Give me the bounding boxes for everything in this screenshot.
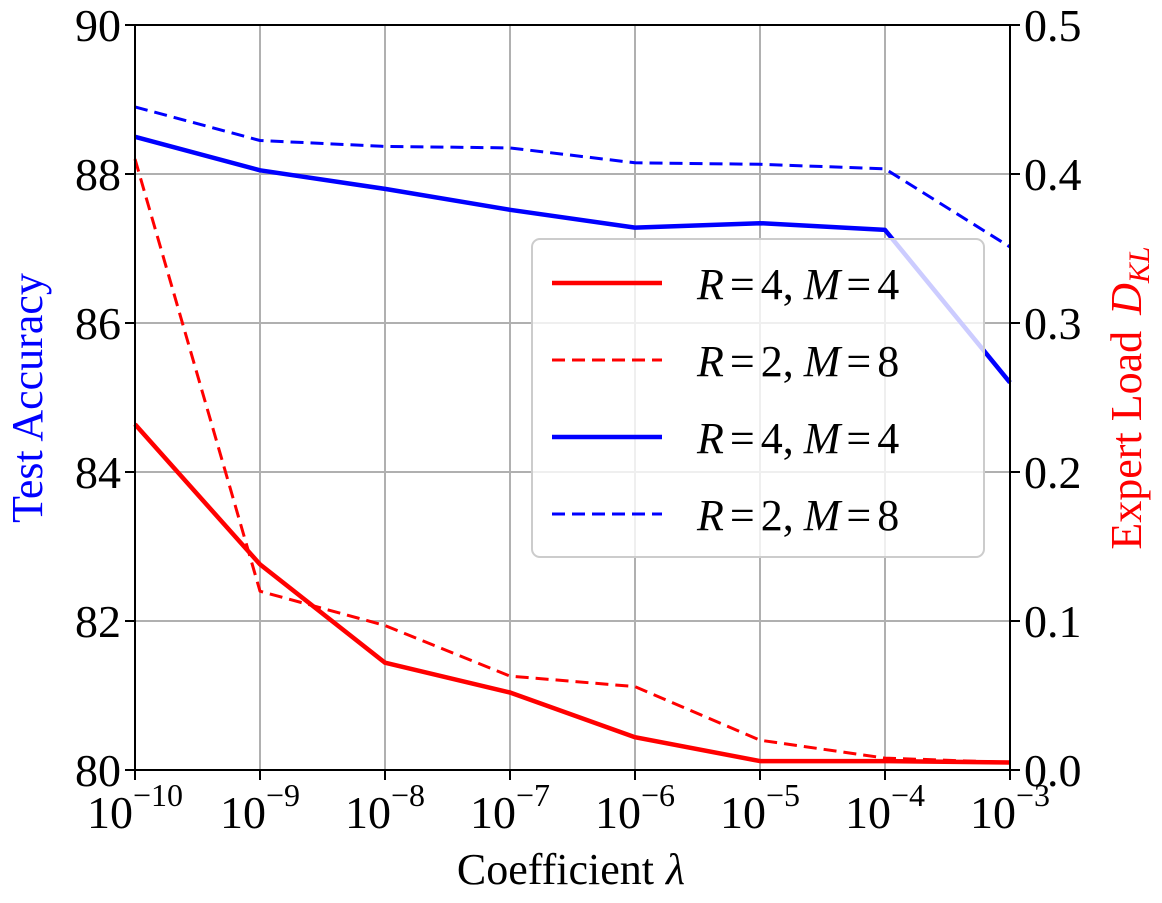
x-axis-ticks: 10−10 10−9 10−8 10−7 10−6 10−5 10−4 10−3 bbox=[87, 770, 1050, 838]
x-tick-label-base: 10 bbox=[595, 787, 641, 838]
left-axis-ticks: 80 82 84 86 88 90 bbox=[75, 0, 135, 796]
legend-label-1-part-4: = bbox=[846, 337, 871, 386]
x-tick-label: 10−9 bbox=[220, 777, 300, 838]
x-tick-label-base: 10 bbox=[845, 787, 891, 838]
y-axis-right-title-subscript: KL bbox=[1123, 246, 1156, 284]
legend-label-0-part-2: 4, bbox=[761, 260, 794, 309]
x-tick-label-base: 10 bbox=[345, 787, 391, 838]
legend-label-2-part-2: 4, bbox=[761, 414, 794, 463]
legend-label-2-part-5: 4 bbox=[877, 414, 899, 463]
legend-label-1-part-1: = bbox=[730, 337, 755, 386]
y-left-tick-label: 80 bbox=[75, 745, 121, 796]
legend-label-0-part-1: = bbox=[730, 260, 755, 309]
legend-label-2-part-4: = bbox=[846, 414, 871, 463]
legend-label-3: R = 2, M = 8 bbox=[696, 491, 899, 540]
series-layer bbox=[133, 105, 1012, 765]
legend-label-3-part-4: = bbox=[846, 491, 871, 540]
legend-label-3-part-3: M bbox=[803, 491, 843, 540]
y-right-tick-label: 0.5 bbox=[1024, 0, 1082, 51]
x-tick-label-base: 10 bbox=[87, 787, 133, 838]
legend-label-3-part-1: = bbox=[730, 491, 755, 540]
legend: R = 4, M = 4R = 2, M = 8R = 4, M = 4R = 2, M = 8 bbox=[531, 238, 985, 558]
x-axis-title-text: Coefficient bbox=[457, 845, 654, 894]
series-line-2 bbox=[134, 134, 1012, 385]
y-right-tick-label: 0.4 bbox=[1024, 149, 1082, 200]
y-right-tick-label: 0.0 bbox=[1024, 745, 1082, 796]
legend-label-0-part-0: R bbox=[696, 260, 724, 309]
x-tick-label: 10−10 bbox=[87, 777, 183, 838]
series-line-0 bbox=[133, 422, 1011, 765]
legend-label-3-part-2: 2, bbox=[761, 491, 794, 540]
legend-label-0-part-4: = bbox=[846, 260, 871, 309]
x-tick-label-exponent: −7 bbox=[516, 777, 550, 813]
legend-label-2-part-0: R bbox=[696, 414, 724, 463]
series-line-3 bbox=[134, 105, 1011, 249]
x-tick-label-exponent: −3 bbox=[1016, 777, 1050, 813]
legend-label-2: R = 4, M = 4 bbox=[696, 414, 899, 463]
right-axis-ticks: 0.0 0.1 0.2 0.3 0.4 0.5 bbox=[1010, 0, 1082, 796]
x-tick-label-exponent: −5 bbox=[766, 777, 800, 813]
x-tick-label: 10−8 bbox=[345, 777, 425, 838]
x-tick-label: 10−5 bbox=[720, 777, 800, 838]
y-axis-right-title: Expert Load DKL bbox=[1102, 246, 1156, 549]
x-tick-label-exponent: −4 bbox=[891, 777, 925, 813]
x-tick-label-base: 10 bbox=[970, 787, 1016, 838]
legend-label-3-part-0: R bbox=[696, 491, 724, 540]
x-tick-label: 10−4 bbox=[845, 777, 925, 838]
y-axis-left-title: Test Accuracy bbox=[3, 273, 52, 523]
series-line-1 bbox=[133, 158, 1011, 764]
x-tick-label: 10−6 bbox=[595, 777, 675, 838]
x-tick-label-exponent: −8 bbox=[391, 777, 425, 813]
x-tick-label: 10−7 bbox=[470, 777, 550, 838]
x-tick-label-base: 10 bbox=[470, 787, 516, 838]
y-left-tick-label: 86 bbox=[75, 298, 121, 349]
x-tick-label-base: 10 bbox=[220, 787, 266, 838]
x-tick-label-exponent: −10 bbox=[133, 777, 183, 813]
legend-label-1-part-5: 8 bbox=[877, 337, 899, 386]
legend-label-2-part-3: M bbox=[803, 414, 843, 463]
y-axis-right-title-text: Expert Load bbox=[1102, 331, 1151, 550]
y-left-tick-label: 82 bbox=[75, 596, 121, 647]
legend-label-2-part-1: = bbox=[730, 414, 755, 463]
y-left-tick-label: 84 bbox=[75, 447, 121, 498]
y-right-tick-label: 0.2 bbox=[1024, 447, 1082, 498]
plot-frame bbox=[134, 24, 1011, 771]
legend-label-1-part-2: 2, bbox=[761, 337, 794, 386]
x-tick-label-base: 10 bbox=[720, 787, 766, 838]
y-right-tick-label: 0.3 bbox=[1024, 298, 1082, 349]
x-tick-label: 10−3 bbox=[970, 777, 1050, 838]
legend-label-3-part-5: 8 bbox=[877, 491, 899, 540]
y-right-tick-label: 0.1 bbox=[1024, 596, 1082, 647]
legend-label-0: R = 4, M = 4 bbox=[696, 260, 899, 309]
x-axis-title: Coefficient λ bbox=[457, 845, 685, 894]
legend-label-1-part-0: R bbox=[696, 337, 724, 386]
legend-label-1-part-3: M bbox=[803, 337, 843, 386]
x-tick-label-exponent: −9 bbox=[266, 777, 300, 813]
legend-label-0-part-5: 4 bbox=[877, 260, 899, 309]
y-left-tick-label: 90 bbox=[75, 0, 121, 51]
legend-label-0-part-3: M bbox=[803, 260, 843, 309]
legend-box bbox=[531, 238, 985, 558]
legend-label-1: R = 2, M = 8 bbox=[696, 337, 899, 386]
y-left-tick-label: 88 bbox=[75, 149, 121, 200]
y-axis-right-title-symbol: D bbox=[1102, 283, 1151, 316]
x-axis-title-symbol: λ bbox=[664, 845, 685, 894]
x-tick-label-exponent: −6 bbox=[641, 777, 675, 813]
